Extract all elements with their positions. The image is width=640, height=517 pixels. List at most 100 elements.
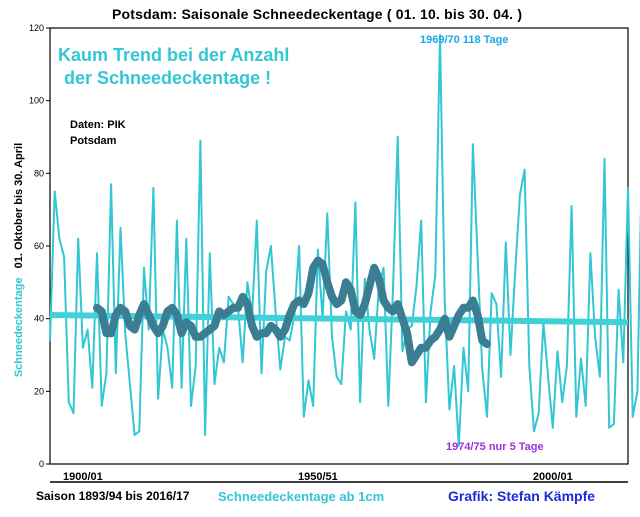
data-point (67, 401, 70, 404)
data-point (326, 212, 329, 215)
data-point (114, 372, 117, 375)
x-axis-label: Schneedeckentage ab 1cm (218, 489, 385, 504)
data-point (457, 444, 460, 447)
data-point (128, 383, 131, 385)
y-axis-label-main: Schneedeckentage (13, 277, 25, 378)
data-point (363, 277, 366, 280)
data-point (58, 237, 61, 240)
data-point (486, 415, 488, 418)
x-tick-label: 1950/51 (298, 471, 338, 483)
data-point (589, 252, 592, 255)
chart-title: Potsdam: Saisonale Schneedeckentage ( 01… (112, 6, 523, 22)
data-point (298, 245, 300, 247)
y-tick-label: 40 (34, 314, 44, 324)
credit: Grafik: Stefan Kämpfe (448, 488, 596, 504)
data-point (265, 270, 268, 273)
data-point (171, 386, 174, 389)
data-point (575, 415, 578, 418)
data-point (561, 401, 564, 404)
data-point (509, 354, 512, 356)
data-point (410, 325, 413, 327)
data-point (490, 292, 493, 295)
data-point (622, 361, 625, 364)
data-point (190, 404, 192, 407)
data-point (373, 357, 376, 360)
data-point (91, 386, 94, 389)
data-point (143, 266, 145, 269)
data-point (138, 430, 141, 433)
series-line-annual (49, 34, 640, 447)
data-point (519, 194, 521, 197)
y-tick-label: 0 (39, 459, 44, 469)
data-point (185, 237, 188, 240)
season-range: Saison 1893/94 bis 2016/17 (36, 489, 190, 503)
headline: Kaum Trend bei der Anzahl der Schneedeck… (58, 44, 289, 90)
data-point (53, 190, 56, 193)
data-point (467, 390, 470, 393)
data-point (570, 205, 573, 207)
data-point (415, 285, 418, 287)
data-point (439, 34, 441, 37)
data-point (302, 415, 305, 418)
plot-frame (49, 27, 629, 465)
data-point (594, 335, 597, 338)
data-point (537, 412, 540, 415)
data-point (631, 415, 634, 418)
data-point (387, 404, 390, 407)
data-point (260, 372, 263, 375)
data-point (204, 434, 206, 436)
data-point (627, 186, 629, 189)
y-tick-label: 100 (29, 96, 44, 106)
data-point (331, 335, 333, 338)
data-point (152, 186, 155, 189)
data-point (547, 375, 550, 378)
data-point (81, 346, 84, 349)
data-point (218, 346, 221, 349)
x-tick-label: 1900/01 (63, 471, 103, 483)
data-point (448, 408, 451, 411)
data-point (429, 310, 432, 313)
data-point (194, 365, 197, 367)
data-point (481, 368, 484, 371)
headline-line-1: Kaum Trend bei der Anzahl (58, 45, 290, 65)
data-point (392, 288, 394, 291)
y-axis-label-container: Schneedeckentage 01. Oktober bis 30. Apr… (0, 0, 36, 517)
data-point (124, 332, 127, 335)
data-point (166, 346, 169, 349)
data-point (354, 201, 357, 204)
data-point (617, 288, 620, 291)
data-point (580, 357, 582, 360)
data-point (63, 256, 65, 258)
data-point (495, 303, 498, 306)
data-point (462, 346, 465, 349)
data-point (96, 252, 98, 255)
data-point (382, 266, 385, 269)
y-axis-label: Schneedeckentage 01. Oktober bis 30. Apr… (13, 143, 25, 377)
data-point (222, 361, 225, 364)
data-point (180, 386, 183, 389)
data-point (443, 299, 446, 302)
data-point (213, 383, 216, 385)
data-point (500, 375, 503, 378)
data-point (77, 237, 80, 240)
data-point (528, 365, 531, 367)
data-point (584, 404, 587, 407)
data-point (274, 310, 277, 313)
data-point (340, 383, 343, 385)
data-point (312, 404, 315, 407)
data-point (49, 339, 51, 342)
data-point (255, 219, 258, 222)
x-tick-label: 2000/01 (533, 471, 573, 483)
y-tick-label: 60 (34, 241, 44, 251)
y-tick-label: 20 (34, 386, 44, 396)
data-point (598, 375, 601, 378)
data-point (476, 256, 479, 258)
data-point (368, 328, 371, 331)
data-point (288, 339, 291, 342)
data-source: Daten: PIK Potsdam (70, 117, 126, 149)
data-point (420, 219, 423, 222)
data-point (241, 361, 244, 364)
data-point (227, 295, 230, 298)
data-point (434, 274, 437, 276)
